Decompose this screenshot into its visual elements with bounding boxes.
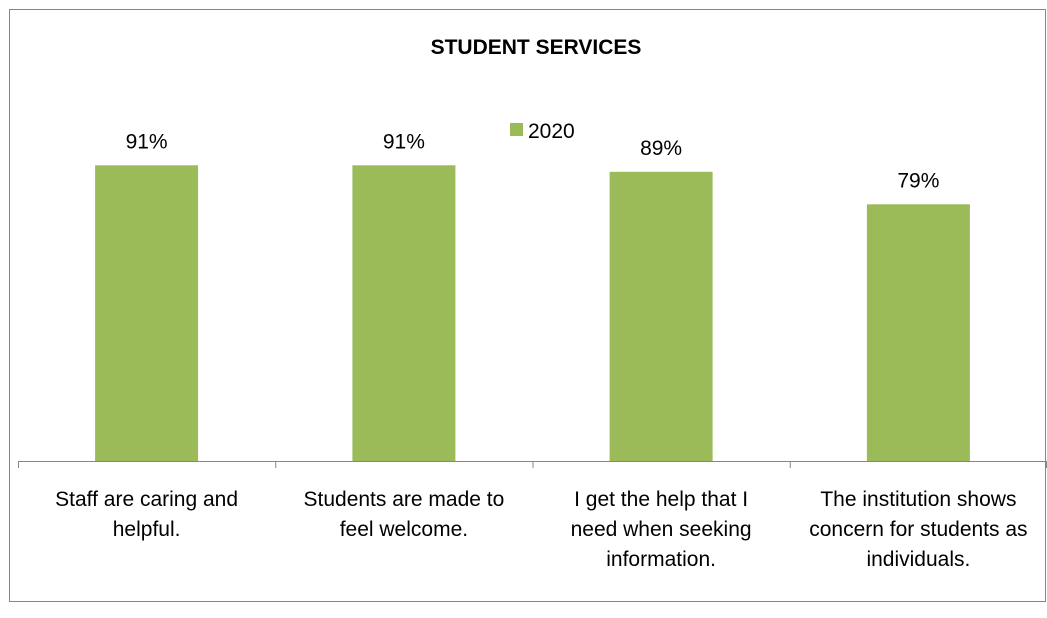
data-label-2: 91% <box>383 130 425 153</box>
data-label-4: 79% <box>897 169 939 192</box>
category-label-2: Students are made to feel welcome. <box>304 488 505 541</box>
data-label-3: 89% <box>640 137 682 160</box>
chart-title: STUDENT SERVICES <box>431 36 642 59</box>
legend-swatch <box>510 123 523 136</box>
legend: 2020 <box>510 120 575 143</box>
plot-area: 91% 91% 89% 79% Staff are caring and helpful.… <box>18 130 1047 571</box>
bar-2 <box>352 165 456 462</box>
bar-1 <box>95 165 199 462</box>
category-label-4: The institution shows concern for student… <box>809 488 1027 571</box>
data-label-1: 91% <box>126 130 168 153</box>
bar-4 <box>866 204 970 462</box>
category-label-1: Staff are caring and helpful. <box>55 488 238 541</box>
legend-label: 2020 <box>528 120 575 143</box>
bar-3 <box>609 171 713 462</box>
